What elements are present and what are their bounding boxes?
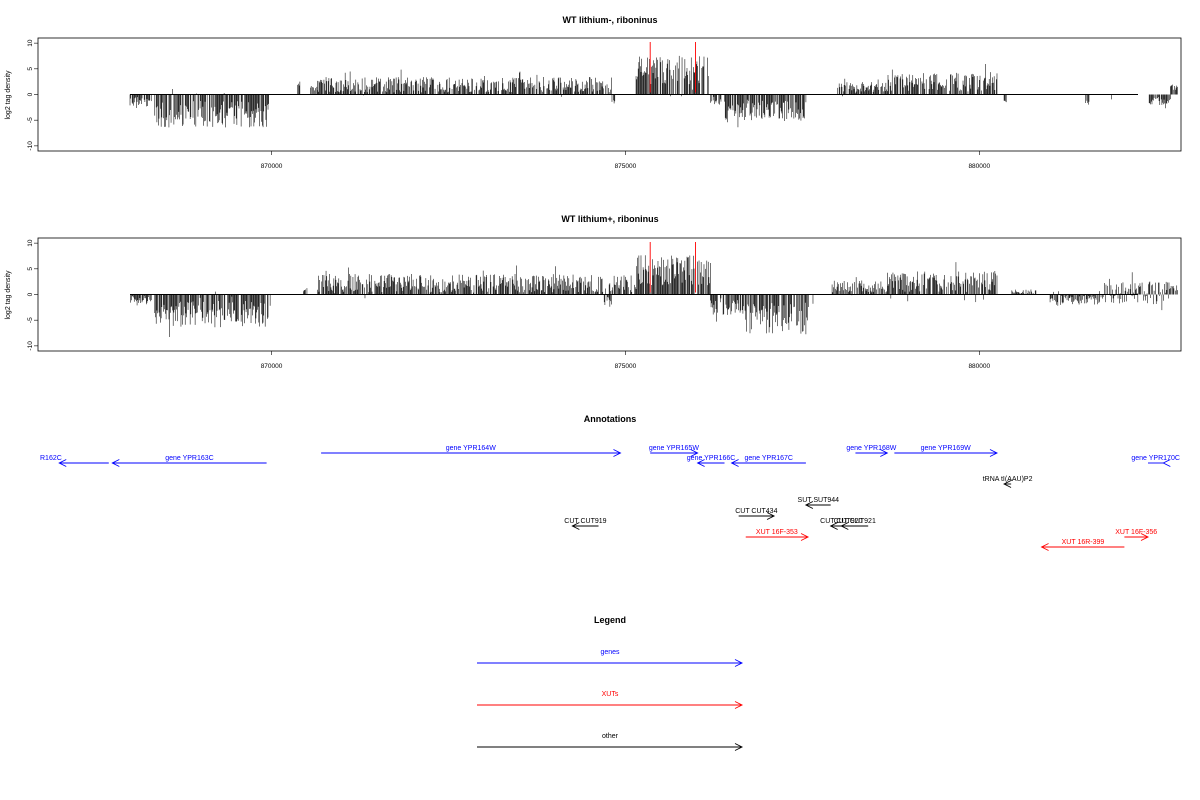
legend-label: other xyxy=(602,733,619,740)
feature-arrowhead xyxy=(111,459,120,467)
legend-title: Legend xyxy=(594,615,626,625)
y-tick-label: 10 xyxy=(27,39,34,47)
legend-label: genes xyxy=(600,649,620,656)
feature-arrowhead xyxy=(613,449,622,457)
feature-cut-cut434: CUT CUT434 xyxy=(735,508,778,520)
y-tick-label: -10 xyxy=(27,141,34,151)
feature-arrowhead xyxy=(696,459,705,467)
feature-arrowhead xyxy=(690,449,699,457)
annotations-title: Annotations xyxy=(584,414,637,424)
y-axis-label: log2 tag density xyxy=(5,270,12,320)
feature-gene-ypr167c: gene YPR167C xyxy=(730,455,806,467)
legend-arrowhead xyxy=(734,743,744,751)
x-tick-label: 875000 xyxy=(615,363,637,370)
x-tick-label: 870000 xyxy=(261,163,283,170)
bar-series xyxy=(130,255,1178,337)
feature-xut-16f-353: XUT 16F-353 xyxy=(745,529,810,541)
feature-gene-ypr170c: gene YPR170C xyxy=(1131,455,1180,467)
axes: 10 5 0 -5 -10 870000 875000 880000 xyxy=(27,239,1138,370)
feature-label: gene YPR167C xyxy=(744,455,793,462)
feature-arrowhead xyxy=(730,459,739,467)
x-tick-label: 880000 xyxy=(968,363,990,370)
feature-arrowhead xyxy=(989,449,998,457)
feature-xut-16f-356: XUT 16F-356 xyxy=(1115,529,1157,541)
y-tick-label: 0 xyxy=(27,292,34,296)
feature-sut-sut944: SUT SUT944 xyxy=(798,497,840,509)
feature-arrowhead xyxy=(571,522,580,530)
annotations-panel: Annotations R162C gene YPR163C gene YPR164… xyxy=(40,414,1180,551)
feature-label: gene YPR164W xyxy=(446,445,496,452)
feature-arrowhead xyxy=(1140,533,1150,541)
y-axis-label: log2 tag density xyxy=(5,70,12,120)
feature-gene-ypr166c: gene YPR166C xyxy=(687,455,736,467)
y-tick-label: 5 xyxy=(27,267,34,271)
y-tick-label: -10 xyxy=(27,341,34,351)
feature-gene-ypr163c: gene YPR163C xyxy=(111,455,267,467)
bar-series xyxy=(129,55,1178,128)
feature-label: tRNA tI(AAU)P2 xyxy=(983,476,1033,483)
feature-label: gene YPR166C xyxy=(687,455,736,462)
track-panel-lithium-plus: WT lithium+, riboninus log2 tag density … xyxy=(5,214,1182,370)
feature-arrowhead xyxy=(1162,459,1171,467)
feature-label: gene YPR168W xyxy=(846,445,896,452)
legend: Legend genes XUTs other xyxy=(477,615,744,751)
feature-label: CUT CUT919 xyxy=(564,518,606,525)
feature-label: gene YPR170C xyxy=(1131,455,1180,462)
feature-label: CUT CUT434 xyxy=(735,508,777,515)
feature-arrowhead xyxy=(766,512,776,520)
x-tick-label: 870000 xyxy=(261,363,283,370)
panel-title: WT lithium+, riboninus xyxy=(561,214,658,224)
y-tick-label: 0 xyxy=(27,92,34,96)
feature-label: SUT SUT944 xyxy=(798,497,840,504)
feature-gene-ypr168w: gene YPR168W xyxy=(846,445,897,457)
y-tick-label: -5 xyxy=(27,117,34,123)
axes: 10 5 0 -5 -10 870000 875000 880000 xyxy=(27,39,1138,170)
feature-trna-ti-aau-p2: tRNA tI(AAU)P2 xyxy=(983,476,1033,488)
feature-label: CUT CUT921 xyxy=(834,518,876,525)
feature-label: XUT 16R-399 xyxy=(1062,539,1105,546)
feature-arrowhead xyxy=(1003,480,1012,488)
feature-gene-ypr169w: gene YPR169W xyxy=(894,445,998,457)
legend-items: genes XUTs other xyxy=(477,649,744,751)
feature-arrowhead xyxy=(840,522,849,530)
feature-gene-ypr165w: gene YPR165W xyxy=(649,445,699,457)
feature-label: R162C xyxy=(40,455,62,462)
feature-arrowhead xyxy=(800,533,810,541)
legend-arrowhead xyxy=(734,659,744,667)
y-tick-label: 5 xyxy=(27,67,34,71)
legend-arrowhead xyxy=(734,701,744,709)
panel-title: WT lithium-, riboninus xyxy=(563,15,658,25)
feature-label: CUT CUT920 xyxy=(820,518,862,525)
x-tick-label: 880000 xyxy=(968,163,990,170)
feature-label: XUT 16F-353 xyxy=(756,529,798,536)
feature-cut-cut921: CUT CUT921 xyxy=(834,518,876,530)
legend-item-xuts: XUTs xyxy=(477,691,744,709)
legend-item-genes: genes xyxy=(477,649,744,667)
feature-cut-cut919: CUT CUT919 xyxy=(564,518,607,530)
feature-gene-ypr162c: R162C xyxy=(40,455,109,467)
feature-label: XUT 16F-356 xyxy=(1115,529,1157,536)
y-tick-label: 10 xyxy=(27,239,34,247)
y-tick-label: -5 xyxy=(27,317,34,323)
feature-arrowhead xyxy=(804,501,814,509)
feature-xut-16r-399: XUT 16R-399 xyxy=(1040,539,1125,551)
legend-label: XUTs xyxy=(602,691,619,698)
feature-arrowhead xyxy=(58,459,67,467)
track-panel-lithium-minus: WT lithium-, riboninus log2 tag density … xyxy=(5,15,1182,170)
feature-label: gene YPR165W xyxy=(649,445,699,452)
x-tick-label: 875000 xyxy=(615,163,637,170)
feature-arrowhead xyxy=(880,449,889,457)
legend-item-other: other xyxy=(477,733,744,751)
feature-arrowhead xyxy=(1040,543,1049,551)
feature-label: gene YPR163C xyxy=(165,455,214,462)
feature-arrowhead xyxy=(829,522,838,530)
feature-list: R162C gene YPR163C gene YPR164W gene YPR165… xyxy=(40,445,1180,551)
feature-gene-ypr164w: gene YPR164W xyxy=(321,445,622,457)
feature-label: gene YPR169W xyxy=(921,445,971,452)
